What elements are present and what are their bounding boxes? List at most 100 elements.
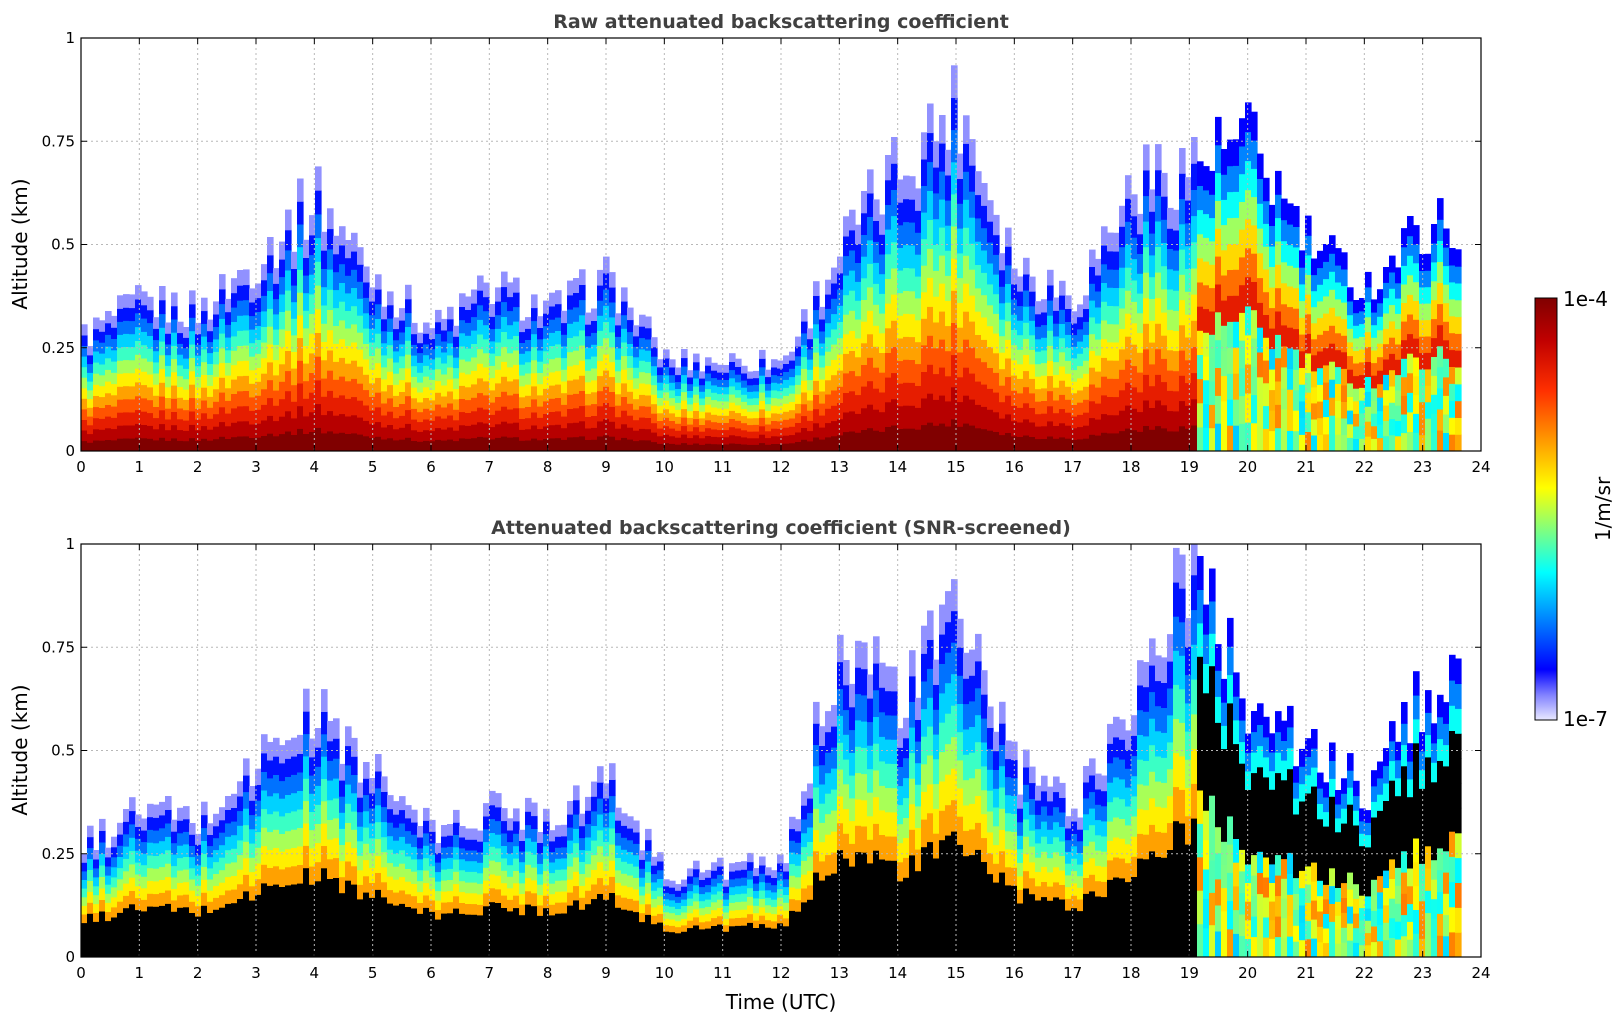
heatmap-cell [279, 433, 286, 451]
heatmap-cell [1233, 139, 1240, 166]
heatmap-cell [369, 328, 376, 343]
heatmap-cell [1185, 200, 1192, 224]
heatmap-cell [141, 318, 148, 332]
heatmap-cell [885, 739, 892, 764]
heatmap-cell [327, 721, 334, 742]
heatmap-cell [1041, 311, 1048, 326]
heatmap-cell [1281, 219, 1288, 242]
heatmap-cell [81, 862, 88, 872]
heatmap-cell [363, 762, 370, 779]
heatmap-cell [1167, 268, 1174, 290]
heatmap-cell [285, 330, 292, 351]
heatmap-cell [429, 899, 436, 912]
heatmap-cell [1077, 304, 1084, 318]
heatmap-cell [321, 341, 328, 361]
heatmap-cell [693, 876, 700, 886]
heatmap-cell [453, 378, 460, 389]
heatmap-cell [1425, 401, 1432, 419]
heatmap-cell [291, 774, 298, 794]
heatmap-cell [1347, 328, 1354, 343]
heatmap-cell [675, 920, 682, 928]
heatmap-cell [597, 345, 604, 362]
heatmap-cell [993, 352, 1000, 373]
heatmap-cell [1401, 246, 1408, 266]
heatmap-cell [471, 289, 478, 304]
heatmap-cell [297, 246, 304, 270]
heatmap-cell [1071, 427, 1078, 440]
heatmap-cell [939, 604, 946, 635]
heatmap-cell [927, 726, 934, 756]
heatmap-cell [585, 876, 592, 891]
heatmap-cell [99, 396, 106, 408]
heatmap-cell [549, 840, 556, 852]
heatmap-cell [861, 407, 868, 430]
heatmap-cell [1251, 281, 1258, 311]
heatmap-cell [1389, 271, 1396, 289]
heatmap-column [147, 803, 154, 957]
heatmap-cell [1371, 324, 1378, 338]
heatmap-cell [855, 375, 862, 396]
heatmap-cell [1053, 438, 1060, 451]
heatmap-cell [945, 174, 952, 201]
heatmap-cell [735, 869, 742, 879]
heatmap-cell [285, 310, 292, 331]
heatmap-cell [177, 882, 184, 896]
heatmap-cell [399, 403, 406, 416]
heatmap-cell [651, 940, 658, 950]
heatmap-cell [417, 441, 424, 451]
heatmap-cell [741, 429, 748, 438]
heatmap-cell [489, 414, 496, 428]
heatmap-cell [429, 399, 436, 411]
heatmap-cell [531, 320, 538, 335]
heatmap-cell [501, 907, 508, 921]
heatmap-cell [321, 432, 328, 451]
heatmap-cell [897, 823, 904, 844]
heatmap-cell [441, 384, 448, 397]
heatmap-cell [669, 912, 676, 920]
heatmap-column [1311, 258, 1318, 451]
heatmap-cell [867, 721, 874, 746]
heatmap-cell [1023, 290, 1030, 307]
heatmap-cell [615, 393, 622, 406]
heatmap-cell [693, 434, 700, 444]
heatmap-cell [591, 927, 598, 943]
heatmap-cell [921, 238, 928, 266]
heatmap-cell [639, 912, 646, 923]
heatmap-cell [165, 354, 172, 366]
heatmap-cell [411, 871, 418, 884]
heatmap-cell [1299, 267, 1306, 285]
heatmap-cell [621, 873, 628, 886]
heatmap-cell [591, 308, 598, 321]
heatmap-column [627, 816, 634, 957]
heatmap-cell [357, 298, 364, 316]
heatmap-cell [525, 384, 532, 396]
heatmap-cell [771, 913, 778, 922]
heatmap-cell [207, 330, 214, 343]
heatmap-cell [1011, 314, 1018, 330]
heatmap-cell [861, 234, 868, 257]
heatmap-cell [1113, 251, 1120, 270]
heatmap-cell [501, 286, 508, 303]
heatmap-cell [1029, 407, 1036, 423]
heatmap-column [231, 793, 238, 957]
heatmap-cell [1251, 337, 1258, 367]
heatmap-cell [681, 374, 688, 384]
heatmap-cell [561, 392, 568, 405]
heatmap-cell [783, 419, 790, 428]
heatmap-cell [1059, 365, 1066, 381]
heatmap-cell [867, 263, 874, 288]
heatmap-cell [387, 371, 394, 386]
heatmap-cell [405, 312, 412, 327]
heatmap-column [717, 364, 724, 451]
heatmap-cell [747, 411, 754, 419]
heatmap-cell [765, 942, 772, 951]
heatmap-cell [819, 403, 826, 416]
heatmap-cell [483, 944, 490, 957]
heatmap-cell [87, 398, 94, 408]
heatmap-column [909, 176, 916, 451]
heatmap-column [1293, 206, 1300, 451]
heatmap-column [891, 666, 898, 957]
heatmap-cell [729, 353, 736, 362]
heatmap-cell [723, 892, 730, 900]
heatmap-cell [81, 398, 88, 410]
